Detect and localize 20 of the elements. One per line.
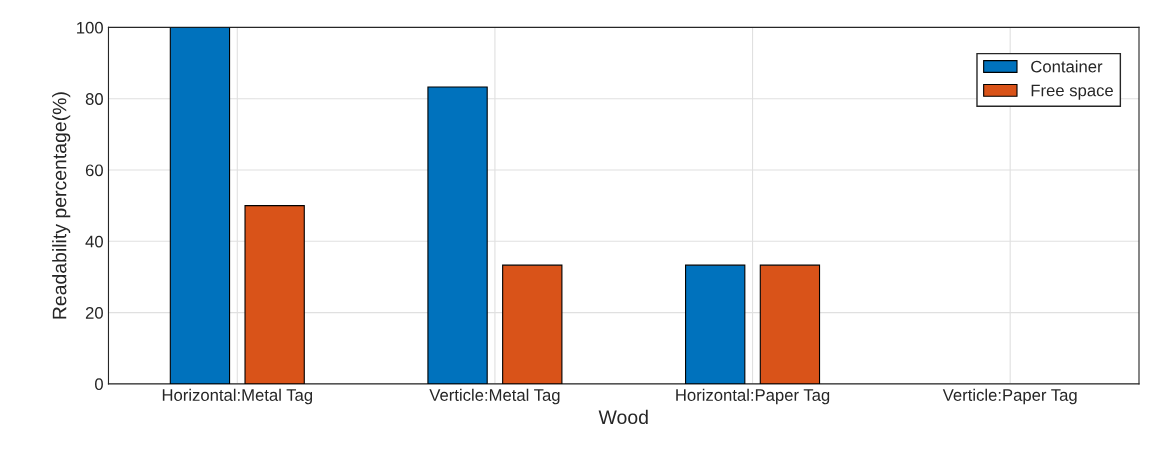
y-axis-title: Readability percentage(%) — [52, 92, 71, 319]
y-tick-label: 100 — [77, 21, 103, 34]
y-tick-label: 60 — [85, 164, 103, 177]
x-tick-label: Horizontal:Metal Tag — [162, 388, 313, 405]
y-tick-label: 0 — [95, 378, 103, 391]
bar — [685, 264, 746, 384]
x-tick-label: Verticle:Metal Tag — [429, 388, 560, 405]
y-tick-label: 40 — [85, 235, 103, 248]
bar — [427, 86, 488, 384]
bar — [502, 264, 563, 384]
y-tick-label: 20 — [85, 306, 103, 319]
bar — [244, 205, 305, 384]
bar — [169, 27, 231, 384]
x-tick-label: Verticle:Paper Tag — [942, 388, 1077, 405]
x-tick-label: Horizontal:Paper Tag — [676, 388, 830, 405]
legend-label: Container — [1031, 60, 1103, 73]
bar — [759, 264, 821, 384]
legend-label: Free space — [1031, 84, 1113, 100]
y-tick-label: 80 — [85, 93, 103, 105]
x-axis-title: Wood — [598, 409, 648, 425]
